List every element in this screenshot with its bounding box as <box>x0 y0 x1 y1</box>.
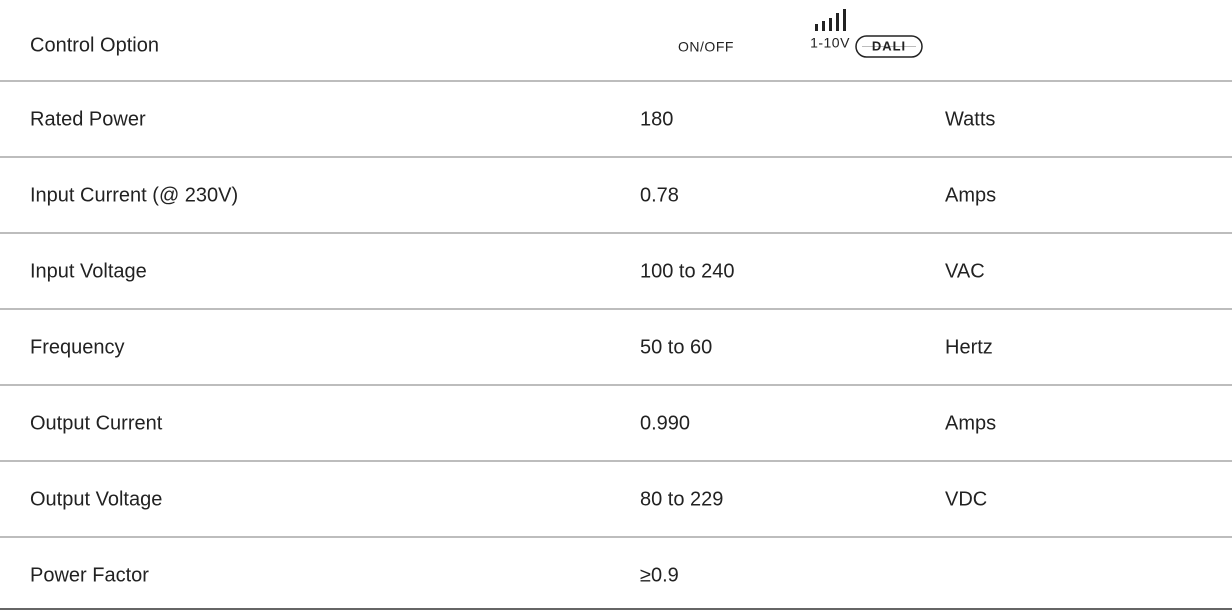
row-value: 0.990 <box>640 412 690 434</box>
option-1-10v: 1-10V <box>810 35 850 51</box>
row-label: Power Factor <box>30 564 149 586</box>
row-value: 80 to 229 <box>640 488 723 510</box>
row-value: 50 to 60 <box>640 336 712 358</box>
row-value: 0.78 <box>640 184 679 206</box>
row-unit: Hertz <box>945 336 993 358</box>
row-unit: VDC <box>945 488 987 510</box>
row-value: 180 <box>640 108 673 130</box>
row-unit: Watts <box>945 108 995 130</box>
row-label: Output Current <box>30 412 163 434</box>
row-label: Rated Power <box>30 108 146 130</box>
row-value: 100 to 240 <box>640 260 735 282</box>
dali-badge <box>855 35 923 58</box>
row-unit: VAC <box>945 260 985 282</box>
option-onoff: ON/OFF <box>678 39 734 55</box>
row-value: ≥0.9 <box>640 564 679 586</box>
control-option-label: Control Option <box>30 34 159 56</box>
row-label: Input Voltage <box>30 260 147 282</box>
signal-bars-icon <box>815 9 846 31</box>
option-dali: DALI <box>872 38 906 53</box>
row-label: Output Voltage <box>30 488 162 510</box>
row-label: Input Current (@ 230V) <box>30 184 238 206</box>
row-label: Frequency <box>30 336 125 358</box>
row-unit: Amps <box>945 412 996 434</box>
row-unit: Amps <box>945 184 996 206</box>
